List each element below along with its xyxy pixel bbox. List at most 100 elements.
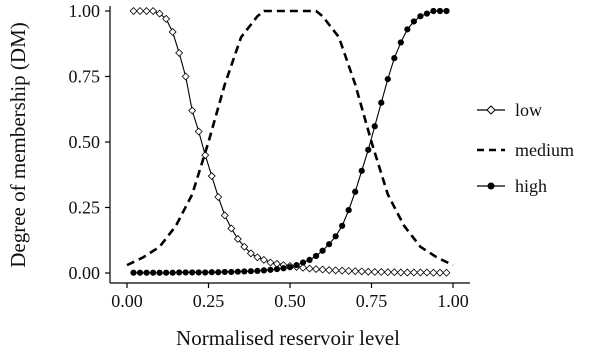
data-point-high [254, 267, 261, 275]
series-line-medium [126, 9, 454, 267]
data-point-low [442, 268, 451, 277]
data-point-high [247, 268, 254, 275]
data-point-low [416, 268, 425, 277]
data-point-low [149, 7, 158, 15]
legend-key-high-marker [487, 182, 495, 190]
data-point-low [383, 268, 392, 277]
y-tick-label: 0.50 [69, 132, 101, 152]
data-point-high [176, 269, 183, 276]
x-tick-label: 0.00 [111, 291, 143, 311]
legend-item-medium: medium [477, 140, 574, 160]
x-tick-label: 0.50 [274, 291, 306, 311]
data-point-high [352, 188, 359, 195]
data-point-low [370, 267, 379, 276]
data-point-low [155, 9, 164, 18]
data-point-low [325, 266, 334, 275]
data-point-high [417, 13, 424, 20]
x-tick-label: 0.25 [193, 291, 225, 311]
data-point-high [410, 18, 417, 25]
data-point-low [351, 267, 360, 276]
y-tick-label: 0.00 [69, 263, 101, 283]
data-point-high [345, 207, 352, 214]
data-point-high [293, 262, 300, 269]
legend-label-medium: medium [515, 140, 574, 160]
data-point-high [208, 269, 215, 276]
data-point-high [228, 268, 235, 276]
legend-label-high: high [515, 176, 547, 196]
data-point-low [220, 211, 229, 220]
data-point-low [175, 48, 184, 57]
data-point-high [384, 76, 391, 83]
data-point-low [246, 249, 255, 258]
data-point-high [319, 247, 326, 254]
data-point-low [357, 267, 366, 276]
series-high [130, 7, 450, 276]
data-point-low [338, 266, 347, 275]
data-point-low [364, 267, 373, 276]
x-tick-label: 1.00 [437, 291, 469, 311]
data-point-low [194, 127, 203, 136]
data-point-low [188, 106, 197, 115]
data-point-high [234, 268, 241, 275]
y-tick-label: 0.75 [69, 67, 101, 87]
plot-panel [107, 9, 469, 281]
data-point-high [299, 259, 307, 266]
data-point-low [266, 258, 275, 267]
y-axis-title: Degree of membership (DM) [6, 22, 30, 268]
legend: low medium high [477, 100, 574, 196]
data-point-high [149, 269, 157, 276]
data-point-high [378, 99, 385, 106]
data-point-low [168, 27, 177, 36]
data-point-low [403, 268, 412, 277]
data-point-low [162, 14, 171, 23]
data-point-high [267, 266, 274, 273]
series-layer [126, 7, 454, 277]
data-point-low [240, 242, 249, 251]
data-point-high [202, 269, 209, 276]
data-point-high [371, 123, 378, 130]
axes: 0.00 0.25 0.50 0.75 1.00 0.00 0.25 0.50 0.75 1.00 [69, 1, 470, 311]
data-point-high [156, 269, 163, 276]
data-point-high [286, 264, 294, 271]
data-point-high [273, 265, 281, 273]
data-point-high [130, 269, 137, 276]
data-point-low [253, 253, 262, 262]
data-point-low [396, 268, 405, 277]
x-tick-label: 0.75 [356, 291, 388, 311]
data-point-low [344, 266, 353, 275]
data-point-low [299, 263, 308, 272]
y-tick-label: 0.25 [69, 198, 101, 218]
data-point-low [312, 265, 321, 274]
data-point-low [422, 268, 431, 277]
data-point-high [339, 222, 346, 229]
data-point-low [233, 234, 242, 243]
legend-label-low: low [515, 100, 542, 120]
data-point-high [397, 39, 404, 46]
data-point-low [259, 255, 268, 264]
data-point-low [201, 151, 210, 160]
data-point-high [443, 7, 450, 15]
data-point-high [326, 241, 333, 248]
data-point-high [143, 269, 150, 276]
data-point-high [404, 26, 411, 33]
data-point-low [390, 268, 399, 277]
data-point-low [331, 266, 340, 275]
data-point-high [169, 269, 176, 276]
data-point-high [332, 233, 339, 240]
y-tick-label: 1.00 [69, 1, 101, 21]
legend-item-high: high [477, 176, 547, 196]
data-point-low [409, 268, 418, 277]
data-point-low [142, 7, 151, 15]
data-point-low [207, 172, 216, 181]
data-point-high [280, 265, 287, 272]
series-low [129, 7, 451, 277]
data-point-high [306, 256, 313, 263]
data-point-high [436, 7, 444, 15]
data-point-high [195, 269, 202, 276]
data-point-low [129, 7, 138, 15]
legend-item-low: low [477, 100, 542, 120]
data-point-high [163, 269, 170, 276]
data-point-high [182, 269, 189, 276]
x-axis-title: Normalised reservoir level [176, 326, 400, 350]
